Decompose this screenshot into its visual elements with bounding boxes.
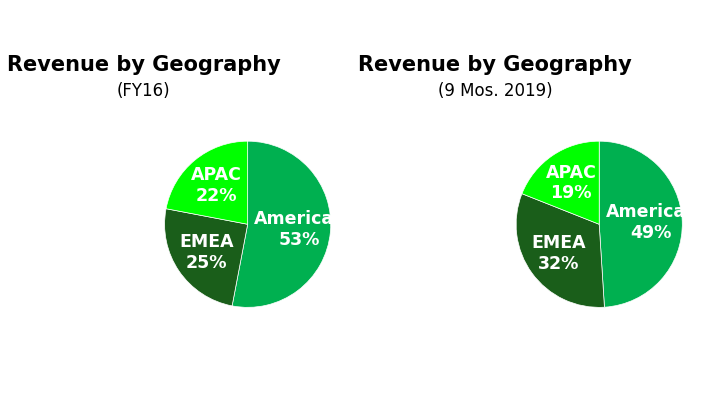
Text: Revenue by Geography: Revenue by Geography (359, 55, 632, 75)
Wedge shape (522, 141, 599, 224)
Text: EMEA
32%: EMEA 32% (532, 234, 586, 273)
Wedge shape (516, 194, 604, 307)
Text: (9 Mos. 2019): (9 Mos. 2019) (438, 82, 552, 100)
Text: EMEA
25%: EMEA 25% (179, 233, 234, 272)
Wedge shape (166, 141, 248, 224)
Text: Americas
49%: Americas 49% (606, 203, 696, 242)
Text: APAC
22%: APAC 22% (190, 166, 241, 205)
Wedge shape (599, 141, 682, 307)
Text: Americas
53%: Americas 53% (253, 210, 344, 248)
Text: Revenue by Geography: Revenue by Geography (7, 55, 280, 75)
Text: APAC
19%: APAC 19% (546, 164, 596, 202)
Text: (FY16): (FY16) (117, 82, 170, 100)
Wedge shape (165, 209, 248, 306)
Wedge shape (232, 141, 331, 307)
